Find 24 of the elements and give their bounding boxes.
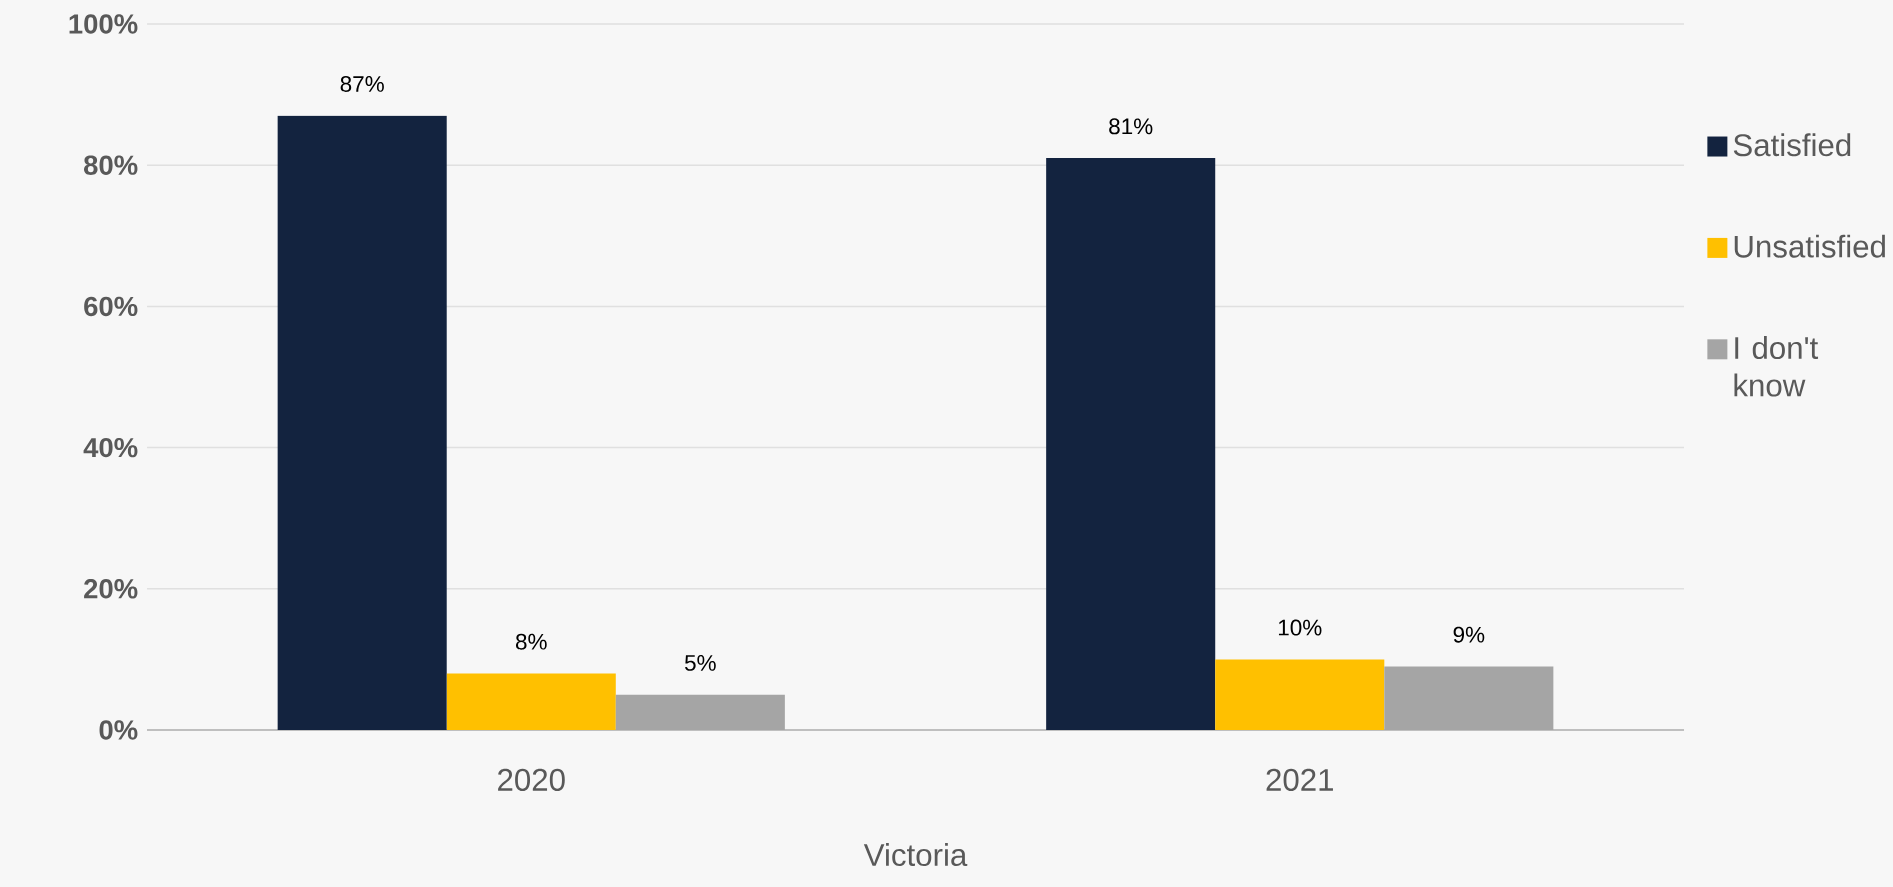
- y-tick-label: 100%: [69, 14, 138, 34]
- data-label: 87%: [340, 75, 384, 92]
- y-tick-label: 60%: [84, 296, 138, 317]
- legend-label: I don't know: [1734, 336, 1819, 397]
- data-label: 5%: [684, 655, 716, 671]
- data-label: 10%: [1278, 619, 1322, 636]
- x-tick-label: 2020: [498, 768, 565, 791]
- bar: [1215, 659, 1385, 730]
- bar: [615, 694, 785, 730]
- data-label: 9%: [1453, 626, 1485, 643]
- data-label: 8%: [515, 633, 547, 650]
- bar: [446, 673, 616, 730]
- bar: [1046, 158, 1216, 730]
- y-tick-label: 20%: [84, 579, 138, 599]
- bar: [1384, 666, 1554, 730]
- legend-label: Unsatisfied: [1734, 234, 1885, 258]
- x-axis-title: Victoria: [863, 843, 968, 867]
- legend-label: Satisfied: [1733, 133, 1851, 157]
- x-tick-label: 2021: [1266, 768, 1333, 791]
- y-tick-label: 80%: [84, 155, 138, 175]
- data-label: 81%: [1109, 118, 1153, 135]
- y-tick-label: 0%: [99, 720, 138, 740]
- bar: [277, 115, 447, 730]
- y-tick-label: 40%: [83, 437, 138, 458]
